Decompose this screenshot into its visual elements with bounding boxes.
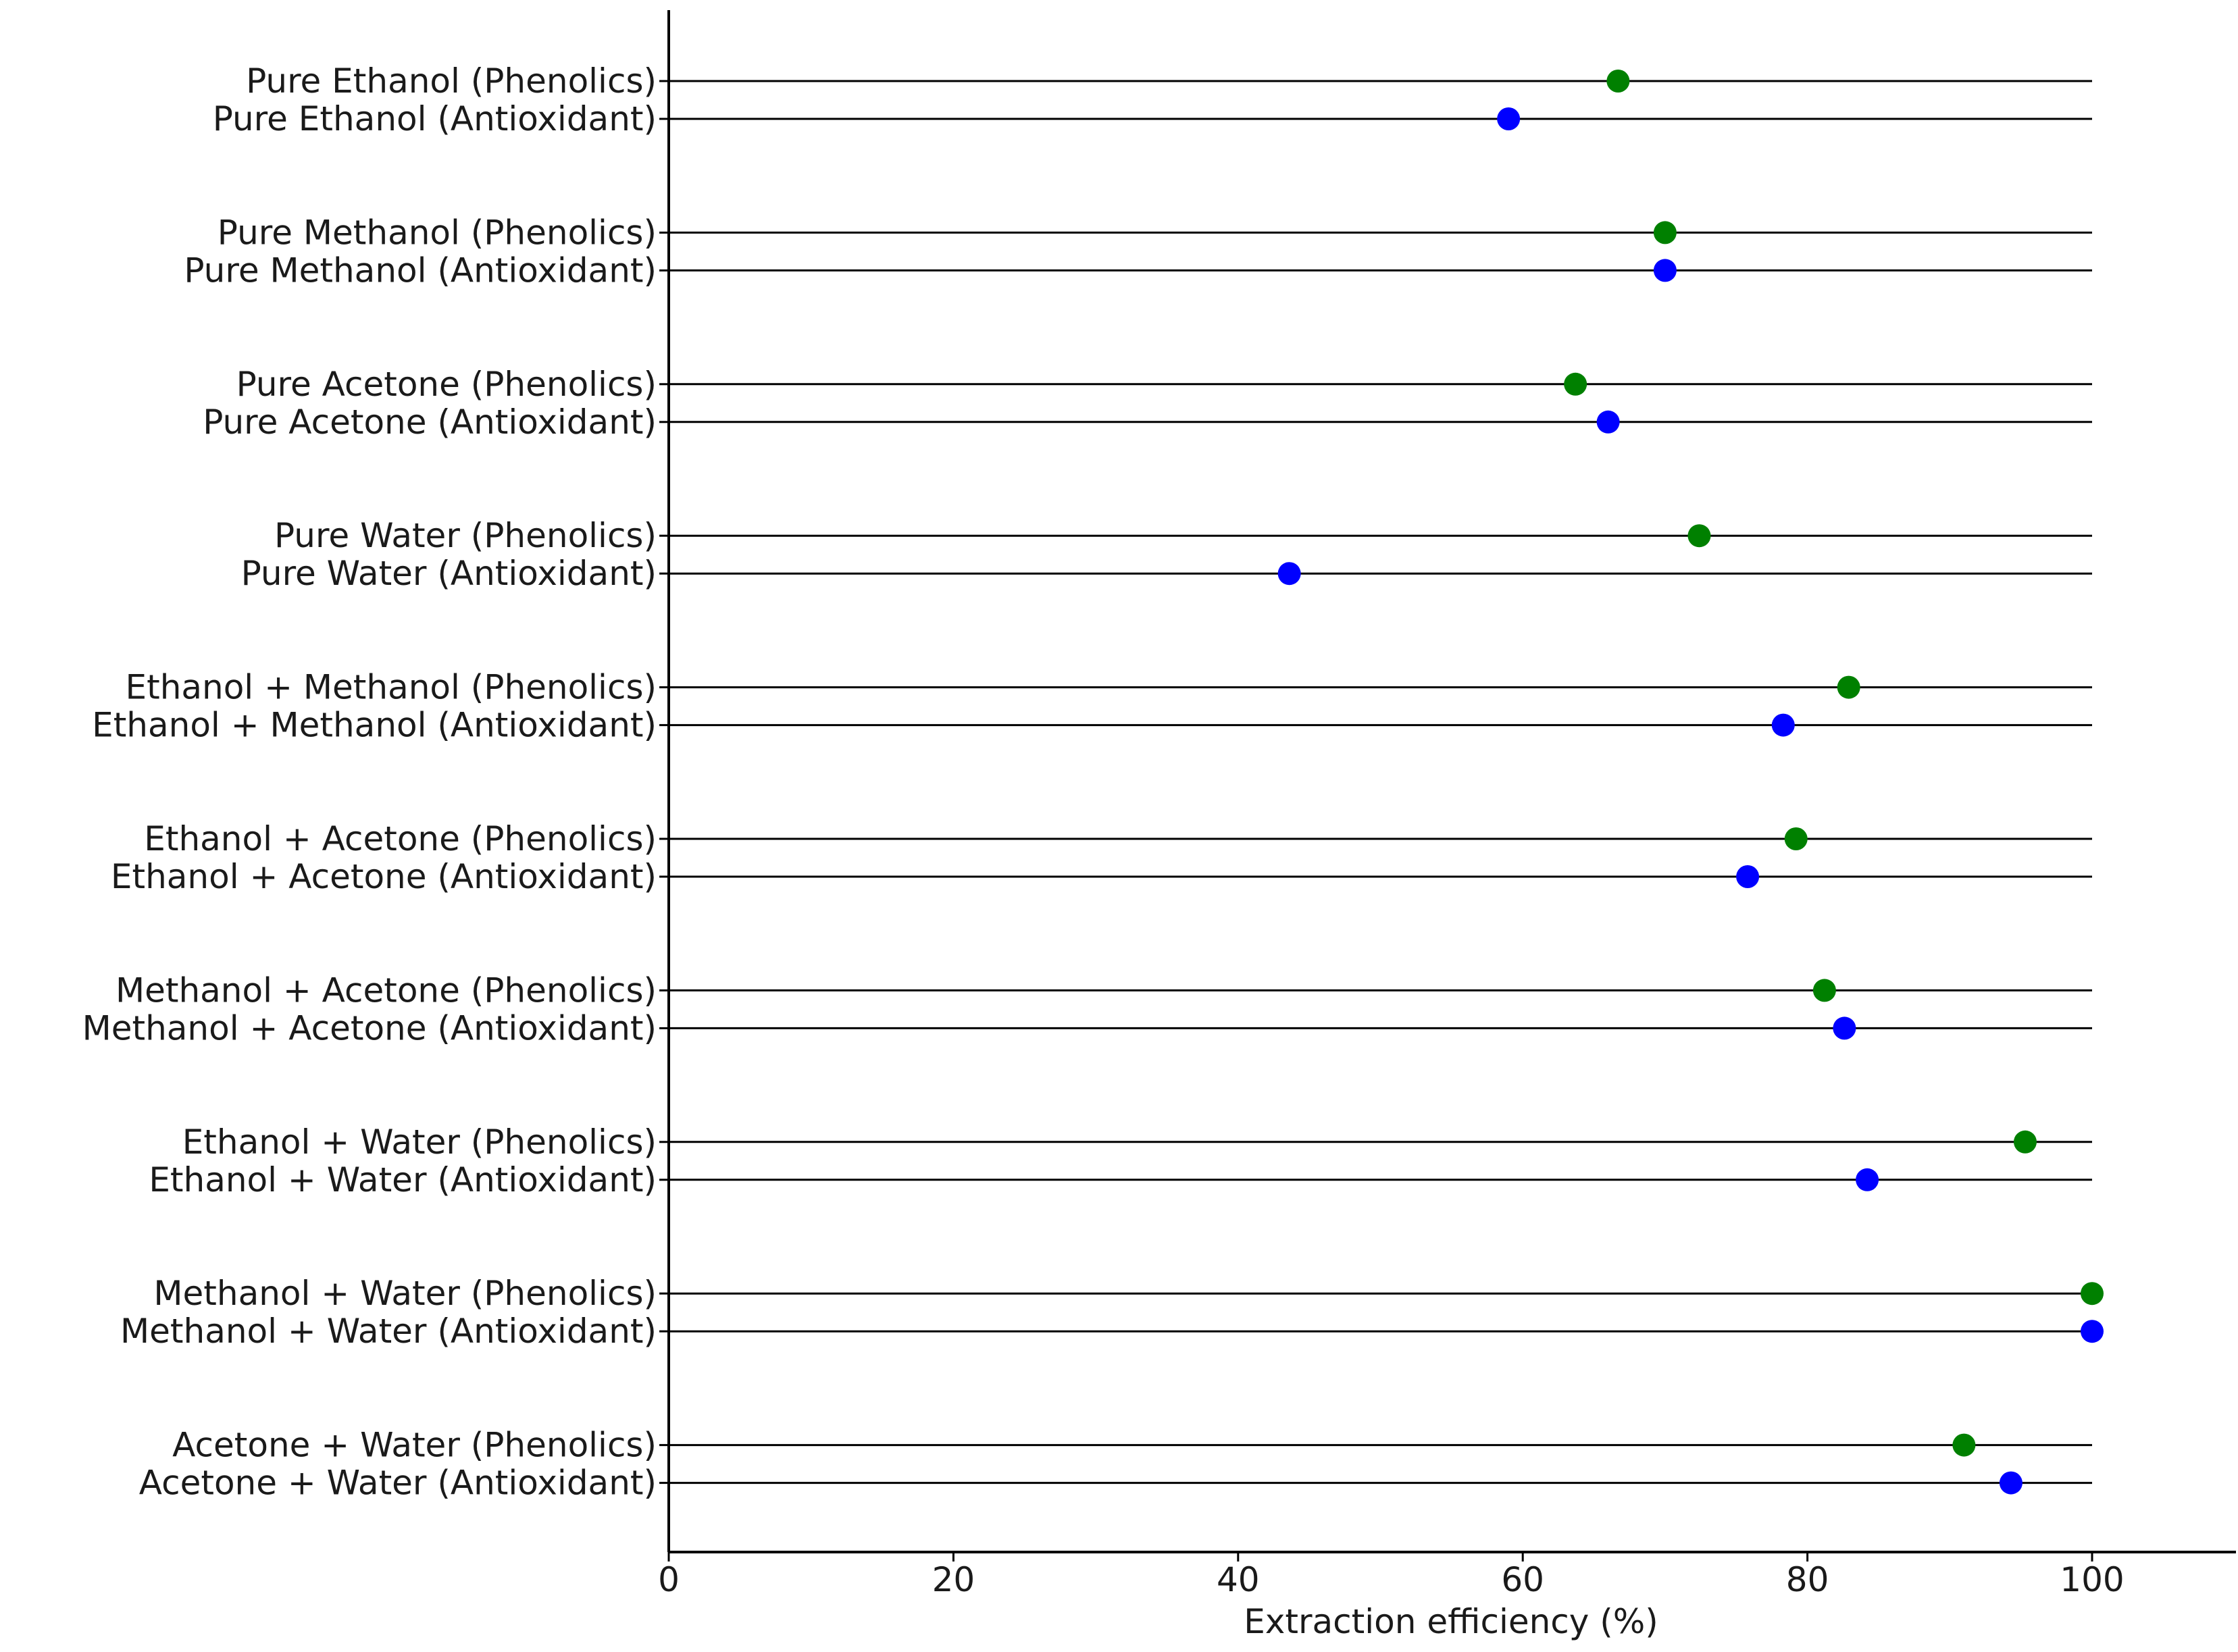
- category-label: Acetone + Water (Antioxidant): [139, 1464, 657, 1503]
- x-tick-label: 40: [1217, 1560, 1260, 1599]
- data-point-antioxidant: [1653, 259, 1677, 282]
- data-point-phenolics: [1653, 221, 1677, 244]
- category-label: Pure Ethanol (Phenolics): [246, 61, 657, 101]
- data-point-antioxidant: [1856, 1168, 1879, 1191]
- category-label: Ethanol + Acetone (Phenolics): [144, 819, 657, 858]
- category-label: Pure Water (Phenolics): [274, 516, 657, 555]
- category-label: Ethanol + Water (Antioxidant): [149, 1160, 657, 1199]
- x-tick-label: 20: [932, 1560, 975, 1599]
- category-label: Pure Methanol (Antioxidant): [184, 251, 657, 290]
- category-label: Pure Ethanol (Antioxidant): [213, 99, 657, 138]
- data-point-antioxidant: [1833, 1016, 1856, 1040]
- data-point-antioxidant: [1736, 865, 1760, 888]
- category-label: Pure Water (Antioxidant): [241, 554, 657, 593]
- data-point-phenolics: [1812, 979, 1836, 1002]
- data-point-antioxidant: [1596, 410, 1620, 434]
- category-label: Ethanol + Acetone (Antioxidant): [111, 857, 657, 896]
- x-tick-label: 100: [2060, 1560, 2124, 1599]
- x-axis-ticks: 0 20 40 60 80 100: [658, 1552, 2125, 1599]
- data-point-phenolics: [1687, 524, 1711, 548]
- category-label: Acetone + Water (Phenolics): [172, 1426, 657, 1465]
- category-label: Methanol + Acetone (Phenolics): [116, 971, 657, 1010]
- data-point-phenolics: [1606, 70, 1630, 93]
- category-label: Methanol + Water (Antioxidant): [120, 1312, 657, 1351]
- data-point-phenolics: [2013, 1130, 2037, 1154]
- data-points: [1277, 70, 2104, 1495]
- x-axis-label: Extraction efficiency (%): [1244, 1602, 1658, 1641]
- category-label: Pure Methanol (Phenolics): [218, 213, 657, 252]
- data-point-phenolics: [1837, 675, 1860, 699]
- x-tick-label: 0: [658, 1560, 680, 1599]
- category-label: Methanol + Water (Phenolics): [153, 1274, 657, 1313]
- category-label: Methanol + Acetone (Antioxidant): [82, 1008, 657, 1048]
- stem-lines: [659, 80, 2092, 1485]
- category-label: Ethanol + Water (Phenolics): [182, 1122, 657, 1162]
- data-point-antioxidant: [2081, 1320, 2104, 1343]
- category-label: Ethanol + Methanol (Phenolics): [126, 668, 657, 707]
- category-label: Pure Acetone (Antioxidant): [203, 403, 657, 442]
- x-tick-label: 60: [1501, 1560, 1544, 1599]
- category-label: Ethanol + Methanol (Antioxidant): [92, 706, 657, 745]
- data-point-phenolics: [1564, 372, 1587, 396]
- data-point-phenolics: [2081, 1282, 2104, 1306]
- data-point-phenolics: [1784, 827, 1808, 850]
- x-tick-label: 80: [1786, 1560, 1829, 1599]
- data-point-antioxidant: [1999, 1471, 2023, 1495]
- data-point-phenolics: [1952, 1433, 1976, 1457]
- data-point-antioxidant: [1277, 562, 1301, 586]
- data-point-antioxidant: [1497, 107, 1521, 130]
- category-labels: Pure Ethanol (Phenolics)Pure Ethanol (An…: [82, 61, 657, 1503]
- category-label: Pure Acetone (Phenolics): [236, 365, 657, 404]
- data-point-antioxidant: [1771, 713, 1795, 737]
